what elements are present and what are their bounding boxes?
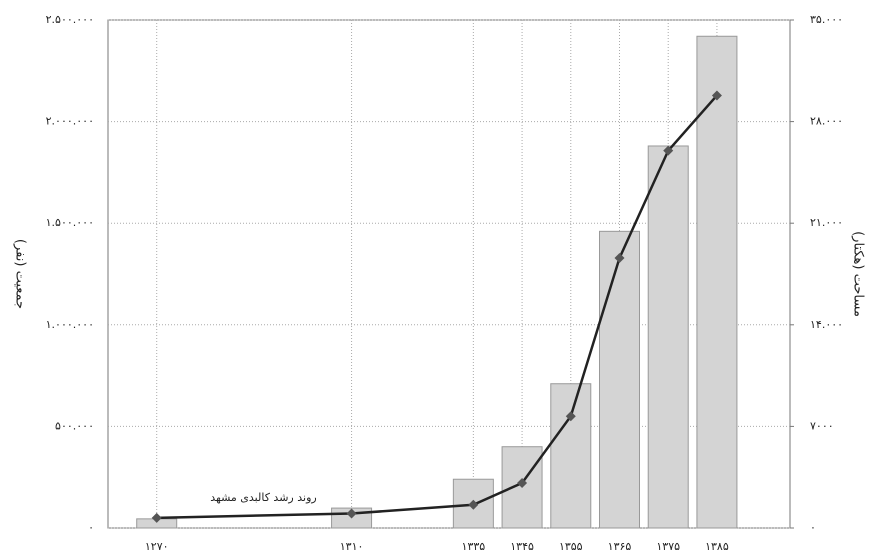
y-tick-label: ۱.۵۰۰.۰۰۰ — [46, 216, 94, 229]
y-tick-label: ۱.۰۰۰.۰۰۰ — [46, 318, 94, 331]
y2-tick-label: ۰ — [810, 521, 816, 534]
x-tick-label: ۱۳۸۵ — [705, 540, 729, 553]
x-tick-label: ۱۳۵۵ — [559, 540, 583, 553]
y-tick-label: ۲.۰۰۰.۰۰۰ — [46, 115, 94, 128]
y-tick-label: ۲.۵۰۰.۰۰۰ — [46, 13, 94, 26]
y-tick-label: ۵۰۰.۰۰۰ — [55, 419, 94, 432]
line-label: روند رشد کالبدی مشهد — [210, 491, 316, 504]
y2-tick-label: ۳۵.۰۰۰ — [810, 13, 843, 26]
y2-tick-label: ۱۴.۰۰۰ — [810, 318, 843, 331]
y-tick-label: ۰ — [88, 521, 94, 534]
y2-tick-label: ۲۸.۰۰۰ — [810, 115, 843, 128]
x-tick-label: ۱۳۷۵ — [656, 540, 680, 553]
y2-tick-label: ۲۱.۰۰۰ — [810, 216, 843, 229]
y2-tick-label: ۷۰۰۰ — [810, 419, 834, 432]
y-axis-title: جمعیت (نفر) — [13, 239, 28, 309]
bar — [648, 146, 688, 528]
bar — [551, 384, 591, 528]
bar — [600, 231, 640, 528]
x-tick-label: ۱۳۴۵ — [510, 540, 534, 553]
x-tick-label: ۱۳۶۵ — [608, 540, 632, 553]
x-tick-label: ۱۳۱۰ — [340, 540, 364, 553]
x-tick-label: ۱۳۳۵ — [462, 540, 486, 553]
x-tick-label: ۱۲۷۰ — [145, 540, 169, 553]
y2-axis-title: مساحت (هکتار) — [851, 231, 866, 317]
chart: جمعیت (نفر) مساحت (هکتار) ۰ ۵۰۰.۰۰۰ ۱.۰۰۰.… — [0, 0, 875, 558]
